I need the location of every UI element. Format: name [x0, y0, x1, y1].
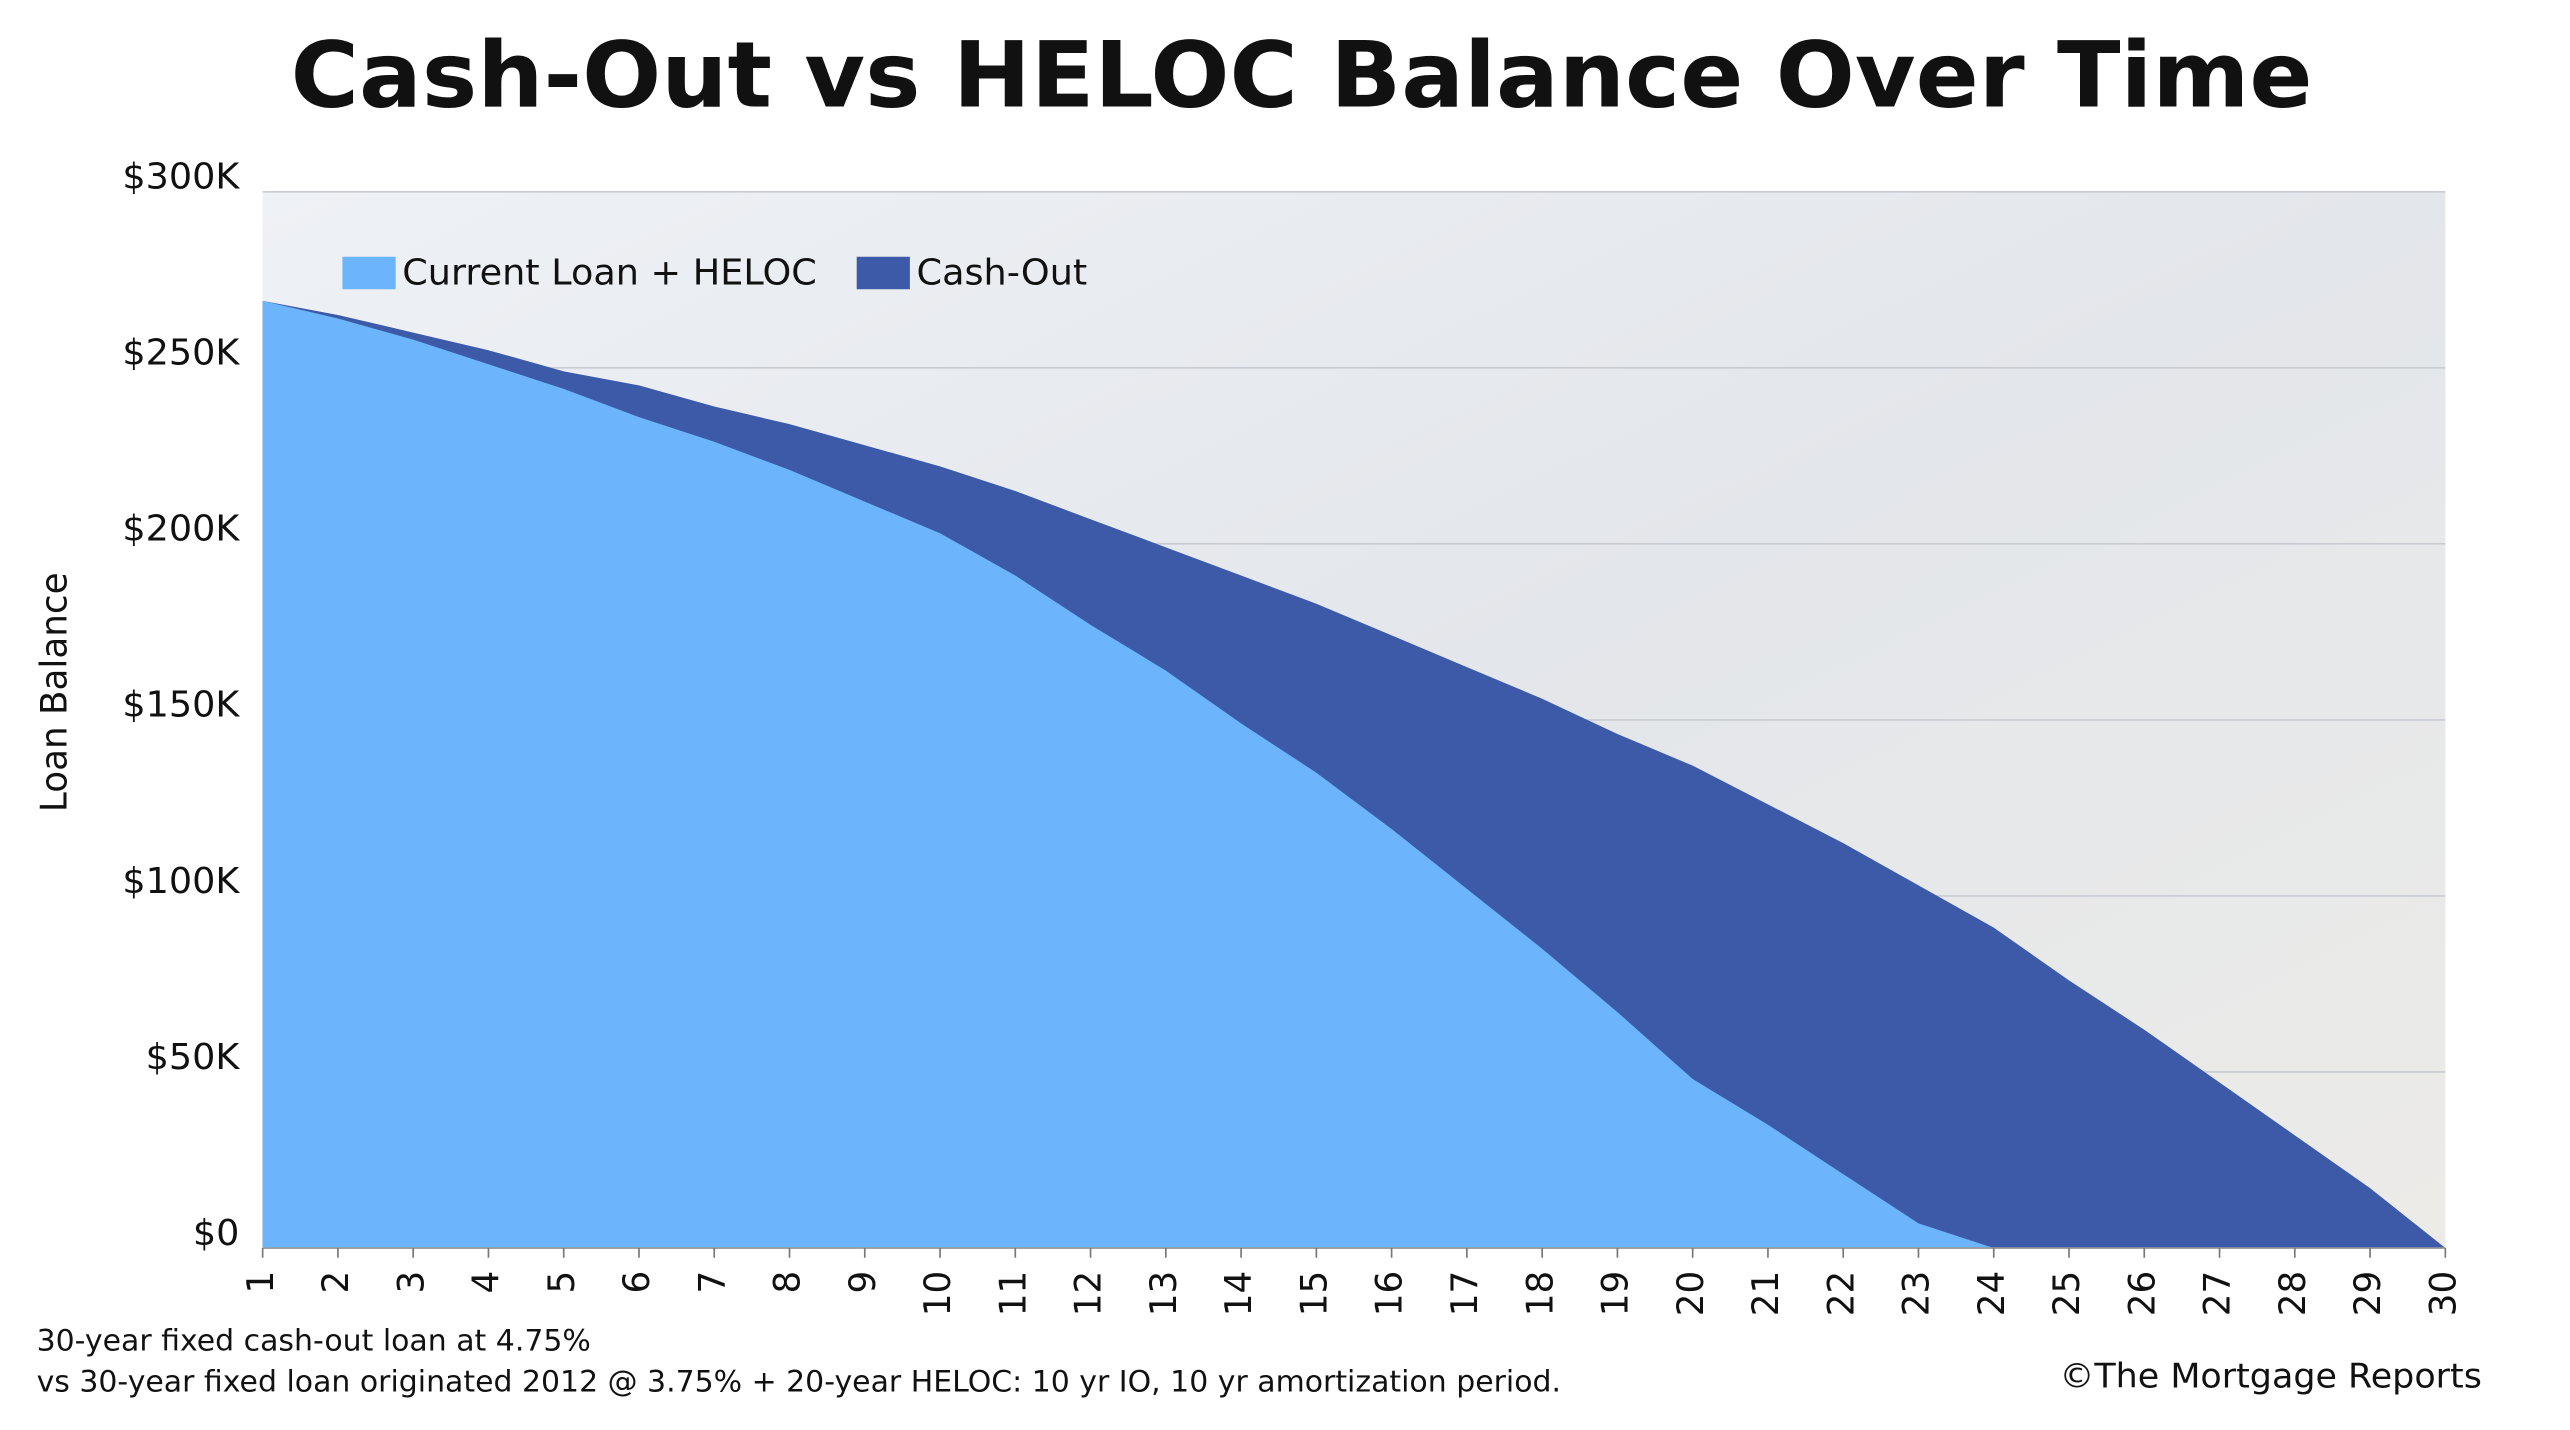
x-tick-label: 7 — [690, 1271, 733, 1294]
x-tick-label: 21 — [1744, 1271, 1787, 1316]
legend-label: Cash-Out — [917, 251, 1088, 294]
x-tick-label: 9 — [840, 1271, 883, 1294]
x-tick-label: 26 — [2120, 1271, 2163, 1316]
area — [262, 300, 2446, 1248]
x-tick-label: 19 — [1593, 1271, 1636, 1316]
x-tick-label: 20 — [1668, 1271, 1711, 1316]
x-tick-label: 6 — [615, 1271, 658, 1294]
x-tick-label: 4 — [464, 1271, 507, 1294]
x-tick-label: 14 — [1217, 1271, 1260, 1316]
x-tick-label: 29 — [2346, 1271, 2389, 1316]
x-tick-label: 12 — [1066, 1271, 1109, 1316]
y-tick-label: $0 — [193, 1211, 240, 1254]
footnote: 30-year fixed cash-out loan at 4.75% — [37, 1324, 591, 1358]
x-tick-label: 30 — [2421, 1271, 2464, 1316]
legend-swatch — [856, 256, 910, 290]
x-tick-label: 10 — [916, 1271, 959, 1316]
x-tick-label: 5 — [539, 1271, 582, 1294]
x-tick-label: 15 — [1292, 1271, 1335, 1316]
y-tick-label: $50K — [146, 1035, 241, 1078]
x-tick-label: 18 — [1518, 1271, 1561, 1316]
x-tick-label: 8 — [765, 1271, 808, 1294]
x-tick-label: 2 — [314, 1271, 357, 1294]
x-tick-label: 23 — [1894, 1271, 1937, 1316]
y-tick-label: $300K — [122, 155, 240, 198]
x-tick-label: 1 — [238, 1271, 281, 1294]
y-tick-label: $150K — [122, 683, 240, 726]
x-tick-label: 16 — [1367, 1271, 1410, 1316]
y-tick-label: $100K — [122, 859, 240, 902]
y-tick-label: $250K — [122, 331, 240, 374]
x-tick-label: 13 — [1142, 1271, 1185, 1316]
y-tick-label: $200K — [122, 507, 240, 550]
y-axis-label: Loan Balance — [32, 572, 75, 812]
chart-title: Cash-Out vs HELOC Balance Over Time — [291, 22, 2313, 128]
x-tick-label: 17 — [1443, 1271, 1486, 1316]
x-tick-label: 25 — [2045, 1271, 2088, 1316]
legend-swatch — [342, 256, 396, 290]
x-tick-label: 22 — [1819, 1271, 1862, 1316]
source: ©The Mortgage Reports — [2059, 1357, 2481, 1397]
legend-label: Current Loan + HELOC — [402, 251, 817, 294]
x-tick-label: 11 — [991, 1271, 1034, 1316]
x-tick-label: 3 — [389, 1271, 432, 1294]
x-tick-label: 28 — [2271, 1271, 2314, 1316]
footnote: vs 30-year fixed loan originated 2012 @ … — [37, 1365, 1561, 1399]
x-tick-label: 27 — [2195, 1271, 2238, 1316]
x-tick-label: 24 — [1969, 1271, 2012, 1316]
